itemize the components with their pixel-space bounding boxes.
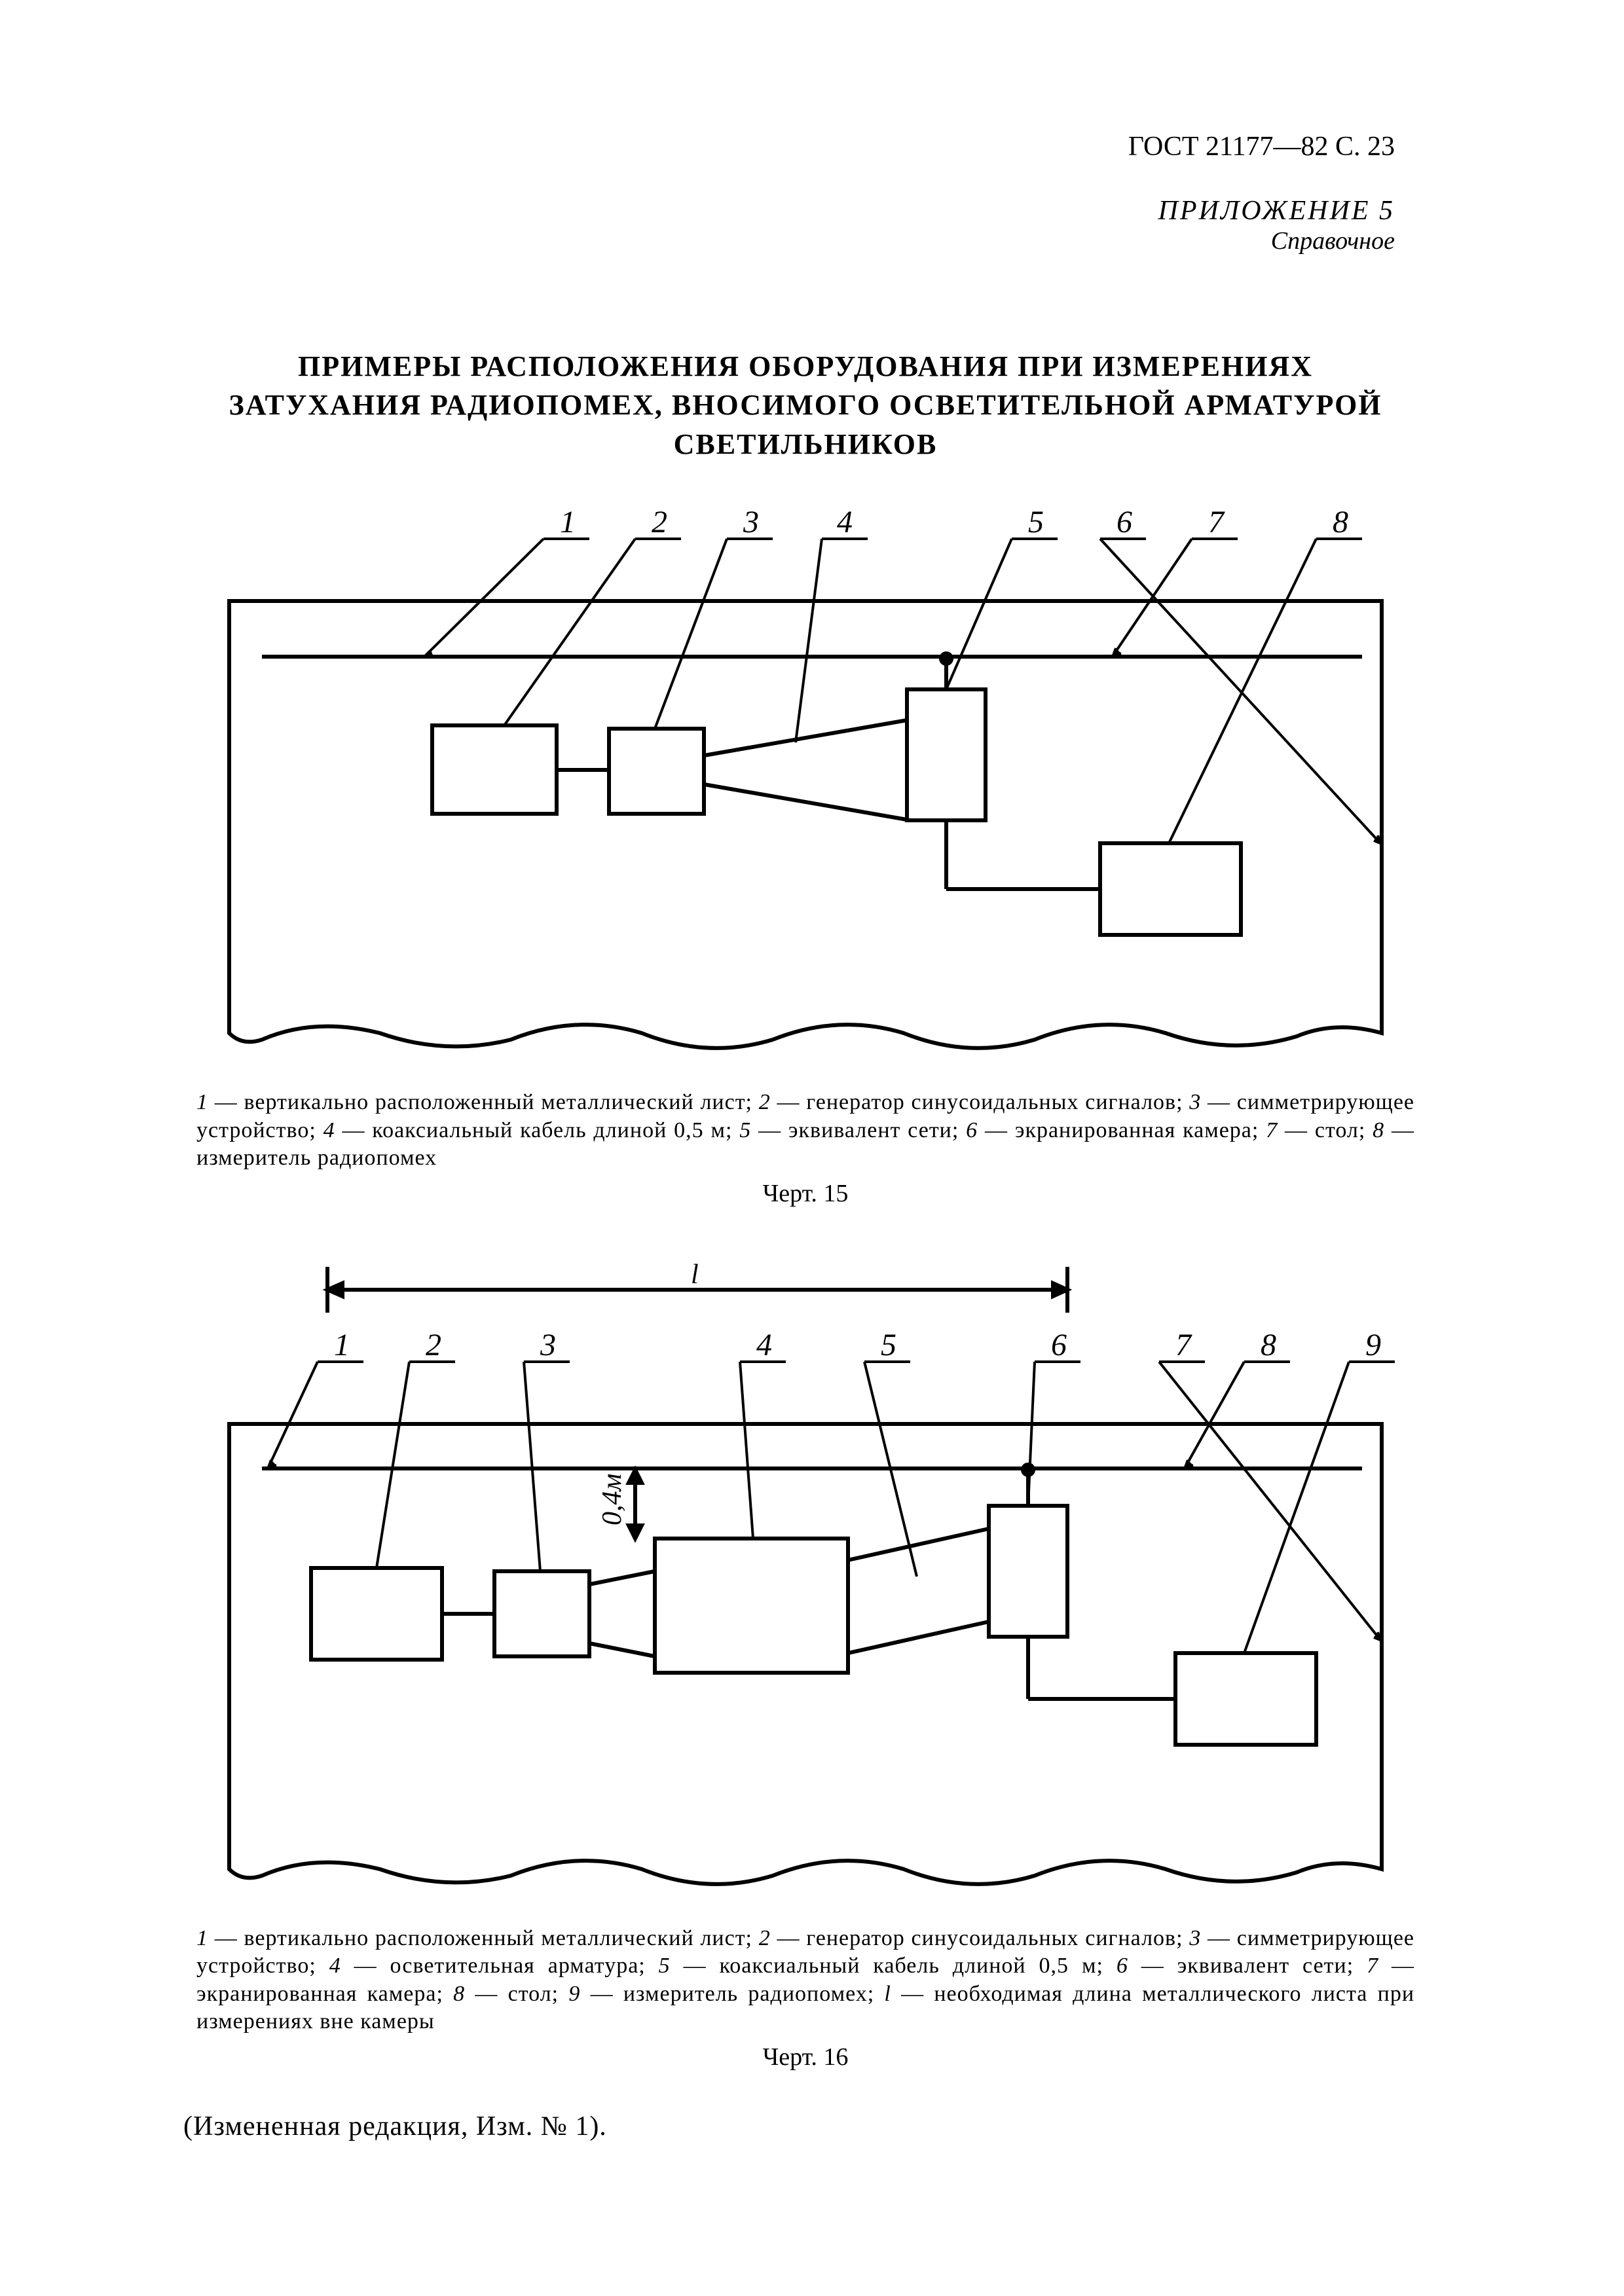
fig15-callout-4: 4 (837, 505, 853, 539)
fig16-callout-5: 5 (881, 1328, 896, 1362)
figure-16-caption: 1 — вертикально расположенный металличес… (183, 1925, 1428, 2036)
fig16-callout-4: 4 (756, 1328, 772, 1362)
fig15-callout-2: 2 (652, 505, 667, 539)
fig15-callout-3: 3 (743, 505, 759, 539)
fig15-callout-1: 1 (560, 505, 576, 539)
figure-16-diagram: 1 2 3 4 5 6 7 8 9 l 0,4м (183, 1247, 1428, 1905)
fig16-callout-1: 1 (334, 1328, 350, 1362)
figure-16-label: Черт. 16 (183, 2043, 1428, 2071)
figure-15-label: Черт. 15 (183, 1179, 1428, 1208)
fig16-callout-9: 9 (1365, 1328, 1381, 1362)
fig16-callout-8: 8 (1261, 1328, 1276, 1362)
fig16-dim-vert: 0,4м (597, 1473, 627, 1525)
figure-15-caption: 1 — вертикально расположенный металличес… (183, 1089, 1428, 1173)
appendix-subtitle: Справочное (183, 227, 1428, 255)
fig16-callout-7: 7 (1175, 1328, 1192, 1362)
appendix-number: ПРИЛОЖЕНИЕ 5 (183, 195, 1428, 227)
page-title: ПРИМЕРЫ РАСПОЛОЖЕНИЯ ОБОРУДОВАНИЯ ПРИ ИЗ… (183, 347, 1428, 464)
fig16-callout-2: 2 (426, 1328, 441, 1362)
fig15-callout-7: 7 (1208, 505, 1225, 539)
revision-note: (Измененная редакция, Изм. № 1). (183, 2111, 1428, 2142)
fig16-callout-6: 6 (1051, 1328, 1067, 1362)
fig15-callout-8: 8 (1333, 505, 1348, 539)
fig15-callout-6: 6 (1116, 505, 1132, 539)
gost-header: ГОСТ 21177—82 С. 23 (183, 131, 1428, 162)
fig16-dim-l: l (691, 1260, 699, 1290)
figure-15-diagram: 1 2 3 4 5 6 7 8 (183, 496, 1428, 1069)
fig16-callout-3: 3 (540, 1328, 556, 1362)
fig15-callout-5: 5 (1028, 505, 1044, 539)
